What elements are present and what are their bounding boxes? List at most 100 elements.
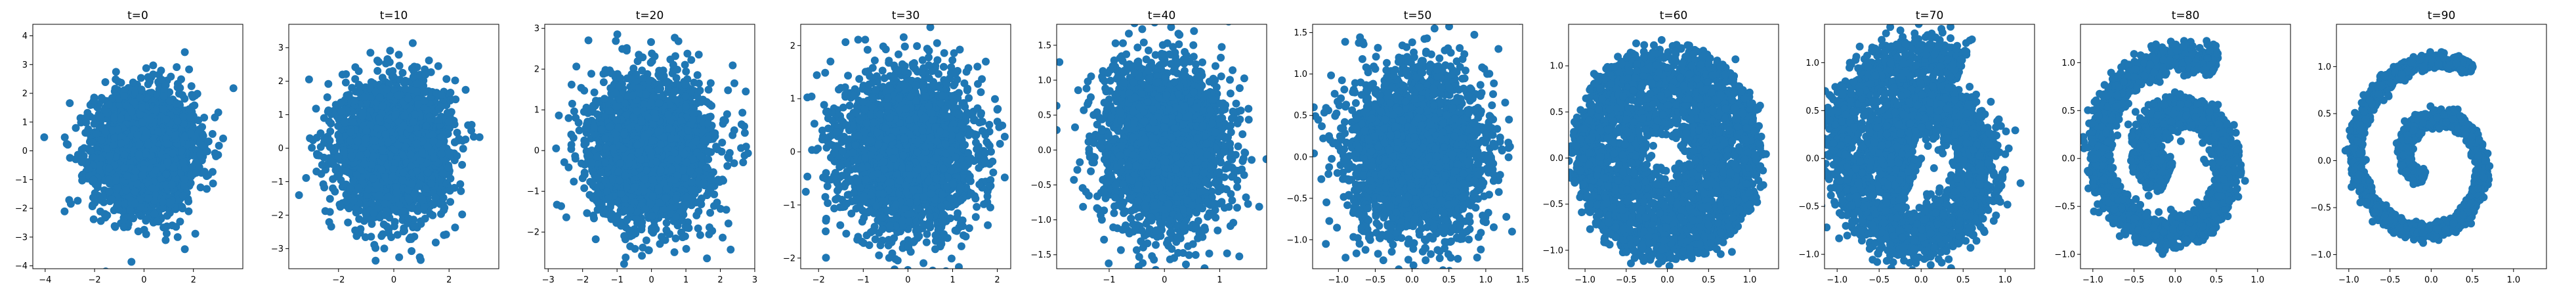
scatter-point bbox=[97, 94, 106, 102]
scatter-point bbox=[308, 143, 316, 152]
scatter-point bbox=[127, 258, 136, 266]
y-tick-label: −2 bbox=[15, 204, 28, 214]
scatter-point bbox=[209, 179, 217, 188]
scatter-point bbox=[302, 173, 310, 182]
scatter-point bbox=[159, 105, 167, 114]
scatter-point bbox=[458, 160, 467, 169]
scatter-point bbox=[355, 215, 364, 223]
scatter-point bbox=[344, 218, 352, 227]
scatter-point bbox=[64, 141, 72, 149]
scatter-point bbox=[398, 68, 407, 77]
scatter-point bbox=[375, 58, 383, 66]
scatter-point bbox=[114, 125, 122, 133]
scatter-point bbox=[410, 221, 419, 230]
scatter-point bbox=[366, 49, 375, 57]
scatter-point bbox=[324, 79, 333, 88]
scatter-point bbox=[96, 112, 105, 121]
scatter-point bbox=[84, 125, 93, 133]
scatter-point bbox=[127, 213, 135, 221]
scatter-point bbox=[173, 117, 182, 125]
scatter-point bbox=[135, 141, 144, 148]
scatter-point bbox=[112, 176, 120, 185]
scatter-point bbox=[138, 118, 147, 127]
y-tick-label: −4 bbox=[15, 261, 28, 271]
scatter-point bbox=[119, 223, 128, 231]
scatter-point bbox=[181, 164, 190, 173]
scatter-point bbox=[122, 186, 131, 194]
scatter-point bbox=[165, 198, 173, 206]
scatter-point bbox=[101, 78, 110, 86]
scatter-point bbox=[178, 91, 186, 99]
scatter-point bbox=[105, 164, 114, 173]
scatter-point bbox=[395, 62, 404, 70]
y-tick-label: 0 bbox=[22, 147, 28, 156]
scatter-point bbox=[200, 168, 209, 176]
scatter-point bbox=[112, 68, 120, 76]
scatter-point bbox=[191, 91, 200, 100]
scatter-point bbox=[180, 48, 189, 57]
x-tick-label: −4 bbox=[39, 275, 51, 285]
scatter-point bbox=[451, 223, 459, 232]
scatter-point bbox=[305, 75, 313, 83]
scatter-point bbox=[177, 75, 185, 83]
scatter-point bbox=[434, 62, 442, 70]
scatter-point bbox=[391, 217, 399, 226]
scatter-point bbox=[66, 99, 74, 107]
scatter-point bbox=[136, 93, 144, 102]
scatter-point bbox=[169, 164, 178, 172]
scatter-point bbox=[123, 172, 131, 180]
scatter-point bbox=[177, 147, 186, 156]
scatter-point bbox=[90, 96, 98, 104]
scatter-point bbox=[185, 65, 194, 74]
y-tick-label: 4 bbox=[22, 32, 28, 41]
scatter-point bbox=[342, 70, 350, 78]
scatter-point bbox=[149, 61, 158, 70]
scatter-point bbox=[458, 210, 467, 219]
scatter-point bbox=[187, 82, 196, 91]
scatter-point bbox=[131, 98, 139, 106]
scatter-point bbox=[86, 147, 95, 155]
scatter-point bbox=[133, 179, 141, 188]
scatter-point bbox=[152, 166, 160, 175]
scatter-point bbox=[306, 134, 314, 143]
scatter-point bbox=[215, 141, 223, 150]
scatter-point bbox=[157, 66, 165, 75]
y-tick-label: 3 bbox=[22, 60, 28, 70]
scatter-point bbox=[162, 170, 171, 179]
scatter-point bbox=[150, 210, 159, 218]
scatter-point bbox=[168, 221, 177, 230]
scatter-point bbox=[103, 145, 112, 153]
scatter-point bbox=[173, 63, 181, 72]
scatter-point bbox=[162, 115, 171, 124]
scatter-point bbox=[113, 200, 121, 209]
scatter-point bbox=[469, 133, 478, 141]
scatter-point bbox=[131, 187, 139, 196]
scatter-point bbox=[85, 165, 93, 173]
scatter-point bbox=[410, 67, 418, 75]
scatter-point bbox=[102, 127, 110, 135]
scatter-point bbox=[457, 187, 465, 195]
scatter-point bbox=[163, 158, 172, 166]
scatter-point bbox=[109, 141, 117, 149]
scatter-point bbox=[415, 70, 424, 79]
scatter-point bbox=[198, 141, 207, 150]
scatter-point bbox=[161, 236, 170, 244]
scatter-point bbox=[89, 175, 98, 184]
scatter-point bbox=[323, 93, 331, 101]
scatter-point bbox=[475, 133, 484, 141]
scatter-point bbox=[179, 120, 188, 128]
scatter-point bbox=[110, 133, 119, 142]
scatter-point bbox=[393, 231, 402, 239]
scatter-point bbox=[112, 75, 120, 83]
scatter-point bbox=[184, 207, 193, 216]
scatter-point bbox=[327, 158, 336, 166]
scatter-point bbox=[74, 150, 82, 159]
scatter-point bbox=[95, 168, 104, 176]
scatter-point bbox=[91, 198, 99, 207]
scatter-point bbox=[108, 195, 116, 204]
scatter-point bbox=[408, 247, 416, 256]
scatter-point bbox=[148, 184, 156, 193]
scatter-point bbox=[142, 216, 150, 225]
